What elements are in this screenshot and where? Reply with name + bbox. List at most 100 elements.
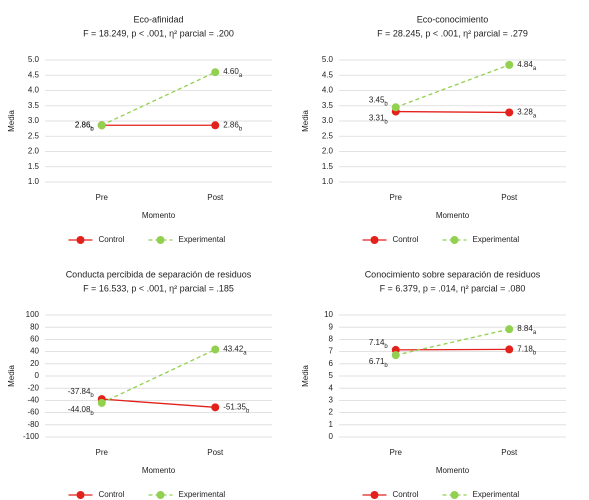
y-tick-label: 2 xyxy=(329,408,334,417)
y-tick-label: -80 xyxy=(27,420,39,429)
data-label-subscript: a xyxy=(533,330,537,336)
data-label: -44.08b xyxy=(68,405,95,416)
y-tick-label: 100 xyxy=(26,310,40,319)
y-axis-label: Media xyxy=(7,110,16,132)
x-axis-label: Momento xyxy=(436,211,470,220)
data-label-value: -37.84 xyxy=(68,387,91,396)
x-tick-label: Post xyxy=(501,448,518,457)
data-label-value: 8.84 xyxy=(517,324,533,333)
y-tick-label: 0 xyxy=(329,432,334,441)
data-label: 8.84a xyxy=(517,324,537,335)
legend-marker xyxy=(370,491,379,499)
data-label: 4.60a xyxy=(223,67,243,78)
y-tick-label: 9 xyxy=(329,322,334,331)
series-line xyxy=(395,328,510,356)
data-label-value: 3.31 xyxy=(369,114,385,123)
data-label-subscript: b xyxy=(90,410,94,416)
y-tick-label: 2.5 xyxy=(28,131,40,140)
y-tick-label: -20 xyxy=(27,383,39,392)
x-tick-label: Pre xyxy=(390,193,403,202)
data-label: 2.86b xyxy=(75,120,95,131)
data-label-value: 4.84 xyxy=(517,60,533,69)
data-label-value: -51.35 xyxy=(223,402,246,411)
data-point xyxy=(505,325,514,334)
data-point xyxy=(211,121,220,130)
legend-marker xyxy=(76,236,85,244)
data-label-value: 6.71 xyxy=(369,357,385,366)
y-axis-label: Media xyxy=(7,365,16,387)
y-tick-label: 40 xyxy=(30,347,39,356)
y-tick-label: 7 xyxy=(329,347,334,356)
chart-title: Conducta percibida de separación de resi… xyxy=(66,269,252,279)
data-label-value: 2.86 xyxy=(223,120,239,129)
data-label: 43.42a xyxy=(223,345,247,356)
x-tick-label: Post xyxy=(207,448,224,457)
data-label: 3.28a xyxy=(517,108,537,119)
data-label-subscript: b xyxy=(384,101,388,107)
data-label-value: 4.60 xyxy=(223,67,239,76)
y-tick-label: 3.5 xyxy=(322,101,334,110)
x-tick-label: Pre xyxy=(96,193,109,202)
chart-title: Eco-conocimiento xyxy=(417,14,489,24)
data-point xyxy=(391,103,400,112)
y-tick-label: 1.0 xyxy=(322,177,334,186)
data-label-value: 3.28 xyxy=(517,108,533,117)
x-tick-label: Post xyxy=(501,193,518,202)
y-tick-label: 1 xyxy=(329,420,334,429)
legend-marker xyxy=(370,236,379,244)
chart-title: Conocimiento sobre separación de residuo… xyxy=(365,269,541,279)
legend-label: Control xyxy=(99,235,125,244)
y-tick-label: 2.5 xyxy=(322,131,334,140)
data-label-subscript: a xyxy=(533,65,537,71)
y-tick-label: -60 xyxy=(27,408,39,417)
y-tick-label: 20 xyxy=(30,359,39,368)
x-tick-label: Pre xyxy=(390,448,403,457)
data-label-value: 2.86 xyxy=(75,120,91,129)
legend-label: Control xyxy=(393,235,419,244)
y-axis-label: Media xyxy=(301,365,310,387)
data-label-value: 7.14 xyxy=(369,338,385,347)
data-label-value: 2.86 xyxy=(75,120,91,129)
legend-label: Experimental xyxy=(473,235,520,244)
chart-subtitle: F = 28.245, p < .001, η² parcial = .279 xyxy=(377,28,528,38)
data-point xyxy=(97,398,106,407)
legend-marker xyxy=(156,236,165,244)
x-tick-label: Post xyxy=(207,193,224,202)
data-label-value: 7.18 xyxy=(517,345,533,354)
series-line xyxy=(395,110,510,114)
x-axis-label: Momento xyxy=(142,466,176,475)
y-tick-label: 5.0 xyxy=(322,55,334,64)
legend-label: Control xyxy=(99,490,125,499)
data-label-subscript: a xyxy=(239,73,243,79)
x-axis-label: Momento xyxy=(436,466,470,475)
legend-marker xyxy=(450,236,459,244)
data-label-value: 3.45 xyxy=(369,95,385,104)
x-axis-label: Momento xyxy=(142,211,176,220)
y-tick-label: 60 xyxy=(30,335,39,344)
y-tick-label: 5 xyxy=(329,371,334,380)
y-tick-label: 3 xyxy=(329,396,334,405)
data-label: 7.14b xyxy=(369,338,389,349)
data-label: 3.31b xyxy=(369,114,389,125)
data-label-subscript: b xyxy=(90,393,94,399)
y-axis-label: Media xyxy=(301,110,310,132)
data-label-subscript: b xyxy=(384,343,388,349)
data-label: 4.84a xyxy=(517,60,537,71)
data-point xyxy=(505,345,514,354)
legend-label: Experimental xyxy=(179,490,226,499)
y-tick-label: 4.0 xyxy=(322,86,334,95)
legend-label: Control xyxy=(393,490,419,499)
y-tick-label: 80 xyxy=(30,322,39,331)
y-tick-label: 1.5 xyxy=(322,162,334,171)
y-tick-label: 3.0 xyxy=(322,116,334,125)
legend-label: Experimental xyxy=(473,490,520,499)
legend-marker xyxy=(450,491,459,499)
y-tick-label: 6 xyxy=(329,359,334,368)
data-label: 6.71b xyxy=(369,357,389,368)
y-tick-label: 5.0 xyxy=(28,55,40,64)
y-tick-label: 8 xyxy=(329,335,334,344)
legend-marker xyxy=(156,491,165,499)
y-tick-label: 3.5 xyxy=(28,101,40,110)
data-label: 2.86b xyxy=(75,120,95,131)
